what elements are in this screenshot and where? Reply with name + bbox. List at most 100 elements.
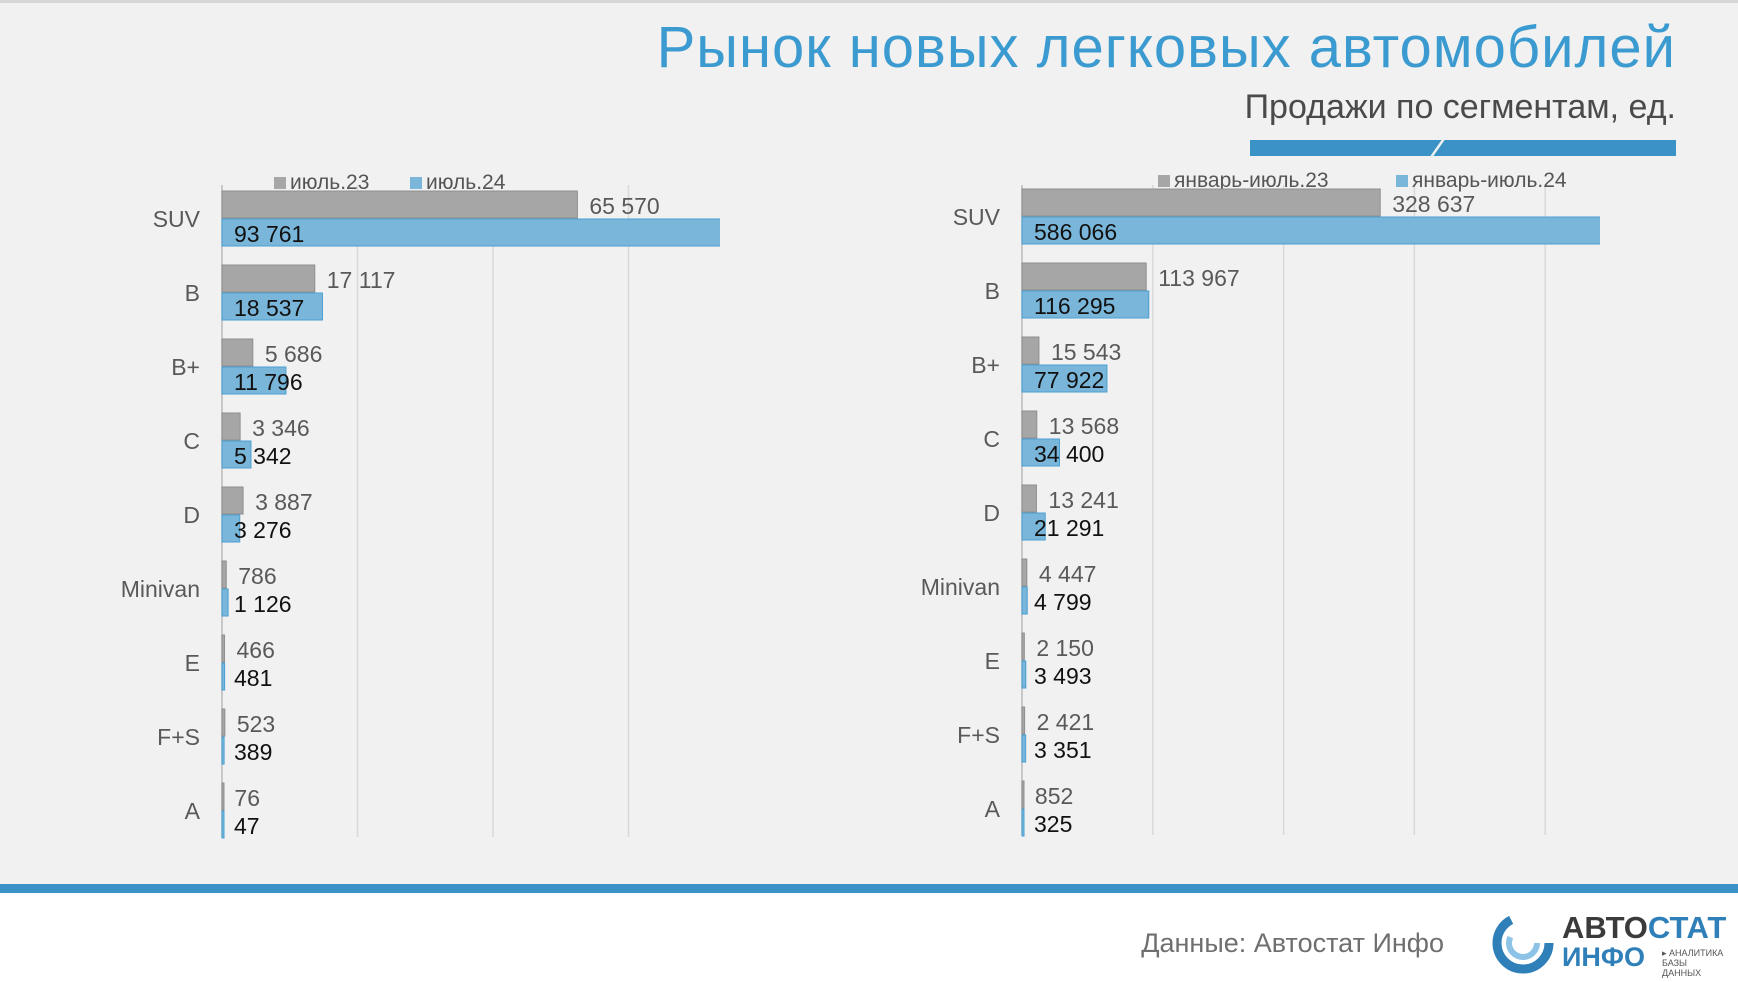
bar-prev xyxy=(221,264,316,293)
bar-curr xyxy=(221,366,287,395)
data-label: 328 637 xyxy=(1392,191,1475,217)
data-label: 47 xyxy=(234,813,260,839)
category-label: Minivan xyxy=(121,576,200,602)
category-label: B+ xyxy=(971,352,1000,378)
bar-prev xyxy=(221,338,254,367)
data-label: 852 xyxy=(1035,783,1073,809)
bar-prev xyxy=(221,634,226,663)
accent-bar xyxy=(1250,140,1676,156)
footer-band xyxy=(0,884,1738,893)
data-label: 5 686 xyxy=(265,341,323,367)
logo-subtitle: ▸ АНАЛИТИКА БАЗЫ ДАННЫХ xyxy=(1662,948,1724,978)
bar-prev xyxy=(1021,558,1028,587)
data-label: 21 291 xyxy=(1034,515,1104,541)
bar-curr xyxy=(1021,808,1025,837)
bar-curr xyxy=(1021,586,1028,615)
data-label: 586 066 xyxy=(1034,219,1117,245)
data-label: 3 351 xyxy=(1034,737,1092,763)
category-label: A xyxy=(185,798,201,824)
bar-prev xyxy=(1021,262,1147,291)
bar-curr xyxy=(221,292,323,321)
logo-bottom-text: ИНФО xyxy=(1562,942,1645,972)
data-label: 113 967 xyxy=(1158,265,1239,291)
data-label: 466 xyxy=(237,637,275,663)
bar-curr xyxy=(1021,364,1108,393)
category-label: D xyxy=(183,502,200,528)
category-label: B xyxy=(985,278,1000,304)
category-label: D xyxy=(983,500,1000,526)
data-label: 65 570 xyxy=(589,193,659,219)
bar-prev xyxy=(221,486,244,515)
bar-curr xyxy=(221,810,225,839)
legend-label: июль.23 xyxy=(290,171,369,194)
data-label: 93 761 xyxy=(234,221,304,247)
category-label: C xyxy=(983,426,1000,452)
chart-jan-jul: январь-июль.23 январь-июль.24 SUV 328 637 58… xyxy=(921,169,1600,837)
bar-prev xyxy=(1021,484,1037,513)
bar-prev xyxy=(1021,410,1038,439)
data-label: 3 346 xyxy=(252,415,310,441)
page-title: Рынок новых легковых автомобилей xyxy=(656,15,1676,80)
data-label: 325 xyxy=(1034,811,1072,837)
legend-swatch xyxy=(1158,175,1170,187)
legend-swatch xyxy=(274,177,286,189)
legend-label: июль.24 xyxy=(426,171,506,194)
bar-prev xyxy=(221,560,227,589)
bar-curr xyxy=(221,736,225,765)
page-subtitle: Продажи по сегментам, ед. xyxy=(1244,88,1676,126)
bar-prev xyxy=(1021,780,1025,809)
category-label: Minivan xyxy=(921,574,1000,600)
category-label: F+S xyxy=(157,724,200,750)
bar-prev xyxy=(1021,706,1026,735)
bar-prev xyxy=(221,190,578,219)
category-label: A xyxy=(985,796,1001,822)
data-label: 523 xyxy=(237,711,275,737)
data-label: 3 276 xyxy=(234,517,292,543)
bar-prev xyxy=(221,412,241,441)
legend-swatch xyxy=(410,177,422,189)
bar-prev xyxy=(221,708,226,737)
data-label: 116 295 xyxy=(1034,293,1115,319)
footer: Данные: Автостат Инфо АВТОСТАТ ИНФО ▸ АН… xyxy=(0,893,1738,982)
bar-prev xyxy=(1021,336,1040,365)
bar-curr xyxy=(221,218,720,247)
bar-curr xyxy=(1021,512,1046,541)
data-label: 481 xyxy=(234,665,272,691)
bar-prev xyxy=(1021,632,1025,661)
bar-prev xyxy=(1021,188,1381,217)
data-label: 76 xyxy=(234,785,260,811)
data-label: 18 537 xyxy=(234,295,304,321)
data-label: 1 126 xyxy=(234,591,292,617)
bar-curr xyxy=(1021,438,1060,467)
bar-prev xyxy=(221,782,225,811)
bar-curr xyxy=(1021,216,1600,245)
category-label: E xyxy=(185,650,200,676)
data-source: Данные: Автостат Инфо xyxy=(1141,928,1444,958)
data-label: 17 117 xyxy=(327,267,396,293)
bar-curr xyxy=(221,514,241,543)
bar-curr xyxy=(1021,290,1150,319)
category-label: SUV xyxy=(153,206,201,232)
category-label: C xyxy=(183,428,200,454)
bar-curr xyxy=(1021,734,1027,763)
bar-curr xyxy=(221,440,252,469)
data-label: 3 887 xyxy=(255,489,313,515)
data-label: 13 568 xyxy=(1049,413,1119,439)
category-label: B xyxy=(185,280,200,306)
bar-curr xyxy=(221,662,226,691)
data-label: 11 796 xyxy=(234,369,303,395)
data-label: 389 xyxy=(234,739,272,765)
data-label: 13 241 xyxy=(1048,487,1118,513)
legend-swatch xyxy=(1396,175,1408,187)
data-label: 5 342 xyxy=(234,443,292,469)
data-label: 77 922 xyxy=(1034,367,1104,393)
data-label: 34 400 xyxy=(1034,441,1104,467)
category-label: SUV xyxy=(953,204,1001,230)
data-label: 786 xyxy=(238,563,276,589)
data-label: 2 421 xyxy=(1037,709,1095,735)
category-label: B+ xyxy=(171,354,200,380)
data-label: 4 799 xyxy=(1034,589,1092,615)
logo-swirl-icon xyxy=(1492,912,1554,974)
chart-july: июль.23 июль.24 SUV 65 570 93 761 B 17 117 18 5… xyxy=(121,171,720,839)
top-divider xyxy=(0,0,1738,3)
